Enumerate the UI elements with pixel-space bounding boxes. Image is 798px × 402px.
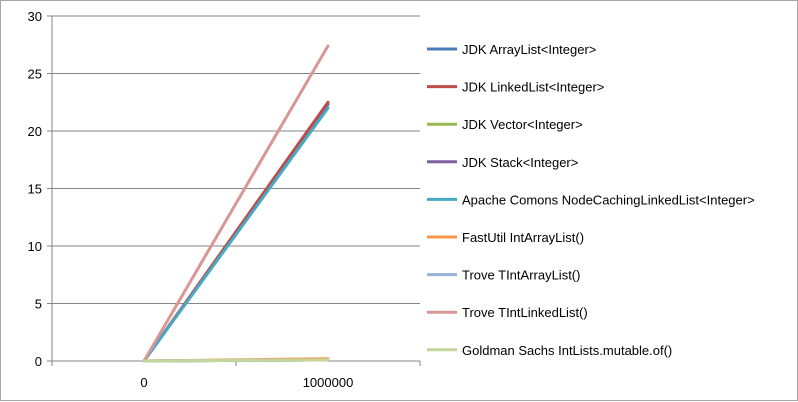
x-tick-label: 1000000 bbox=[303, 375, 354, 390]
series-line bbox=[142, 44, 330, 363]
legend-item: Goldman Sachs IntLists.mutable.of() bbox=[427, 343, 672, 358]
legend-label: JDK Vector<Integer> bbox=[462, 117, 583, 132]
legend-label: JDK Stack<Integer> bbox=[462, 155, 578, 170]
legend-item: JDK Vector<Integer> bbox=[427, 117, 583, 132]
y-tick-label: 25 bbox=[28, 67, 42, 82]
y-tick-label: 15 bbox=[28, 182, 42, 197]
series-lines bbox=[142, 44, 330, 363]
legend-item: JDK Stack<Integer> bbox=[427, 155, 578, 170]
axes bbox=[47, 15, 421, 366]
legend: JDK ArrayList<Integer> JDK LinkedList<Int… bbox=[427, 42, 755, 358]
y-tick-label: 30 bbox=[28, 9, 42, 24]
legend-item: Apache Comons NodeCachingLinkedList<Inte… bbox=[427, 192, 755, 207]
legend-label: Trove TIntArrayList() bbox=[462, 268, 580, 283]
legend-item: JDK ArrayList<Integer> bbox=[427, 42, 596, 57]
y-tick-label: 10 bbox=[28, 239, 42, 254]
legend-label: Trove TIntLinkedList() bbox=[462, 305, 588, 320]
legend-item: Trove TIntArrayList() bbox=[427, 268, 580, 283]
legend-label: FastUtil IntArrayList() bbox=[462, 230, 584, 245]
y-tick-label: 5 bbox=[35, 297, 42, 312]
series-line bbox=[142, 358, 330, 363]
legend-label: JDK LinkedList<Integer> bbox=[462, 80, 604, 95]
legend-item: Trove TIntLinkedList() bbox=[427, 305, 588, 320]
y-axis-tick-labels: 0 5 10 15 20 25 30 bbox=[28, 9, 42, 369]
legend-item: FastUtil IntArrayList() bbox=[427, 230, 584, 245]
x-tick-label: 0 bbox=[140, 375, 147, 390]
legend-label: Apache Comons NodeCachingLinkedList<Inte… bbox=[462, 192, 755, 207]
x-axis-tick-labels: 0 1000000 bbox=[140, 375, 353, 390]
gridlines bbox=[52, 15, 420, 304]
y-tick-label: 20 bbox=[28, 124, 42, 139]
legend-item: JDK LinkedList<Integer> bbox=[427, 80, 604, 95]
series-line bbox=[142, 106, 330, 363]
y-tick-label: 0 bbox=[35, 354, 42, 369]
legend-label: Goldman Sachs IntLists.mutable.of() bbox=[462, 343, 672, 358]
legend-label: JDK ArrayList<Integer> bbox=[462, 42, 596, 57]
